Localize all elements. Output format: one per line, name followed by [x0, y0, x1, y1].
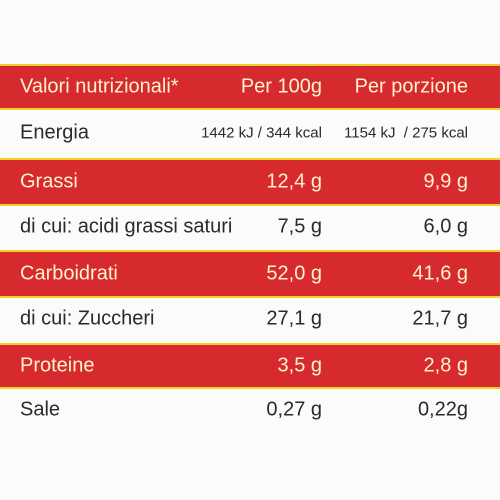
cell: 3,5 g: [277, 354, 322, 377]
table-row: Grassi 12,4 g 9,9 g: [0, 158, 500, 206]
cell: 21,7 g: [412, 307, 468, 330]
cell: 0,22g: [417, 398, 468, 421]
cell: 41,6 g: [412, 262, 468, 285]
cell: 9,9 g: [423, 170, 468, 193]
cell: 1154 kJ / 275 kcal: [344, 124, 468, 142]
cell: 27,1 g: [266, 307, 322, 330]
row-label: Proteine: [20, 354, 95, 377]
table-row: Carboidrati 52,0 g 41,6 g: [0, 250, 500, 298]
header-cell: Per 100g: [240, 75, 322, 98]
row-label: Energia: [20, 121, 89, 144]
cell: 12,4 g: [266, 170, 322, 193]
cell: 0,27 g: [266, 398, 322, 421]
row-label: Grassi: [20, 170, 78, 193]
row-label: di cui: Zuccheri: [20, 307, 155, 330]
cell: 7,5 g: [277, 215, 322, 238]
table-row: Energia 1442 kJ / 344 kcal 1154 kJ / 275…: [0, 110, 500, 156]
table-row: di cui: Zuccheri 27,1 g 21,7 g: [0, 298, 500, 340]
row-label: di cui: acidi grassi saturi: [20, 215, 233, 238]
row-label: Carboidrati: [20, 262, 118, 285]
row-label: Sale: [20, 398, 61, 421]
cell: 52,0 g: [266, 262, 322, 285]
cell: 1442 kJ / 344 kcal: [201, 124, 322, 142]
table-row: Proteine 3,5 g 2,8 g: [0, 343, 500, 389]
header-row: Valori nutrizionali* Per 100g Per porzio…: [0, 64, 500, 110]
header-cell: Valori nutrizionali*: [20, 75, 179, 98]
cell: 2,8 g: [423, 354, 468, 377]
cell: 6,0 g: [423, 215, 468, 238]
table-row: Sale 0,27 g 0,22g: [0, 389, 500, 431]
table-row: di cui: acidi grassi saturi 7,5 g 6,0 g: [0, 206, 500, 248]
header-cell: Per porzione: [354, 75, 468, 98]
